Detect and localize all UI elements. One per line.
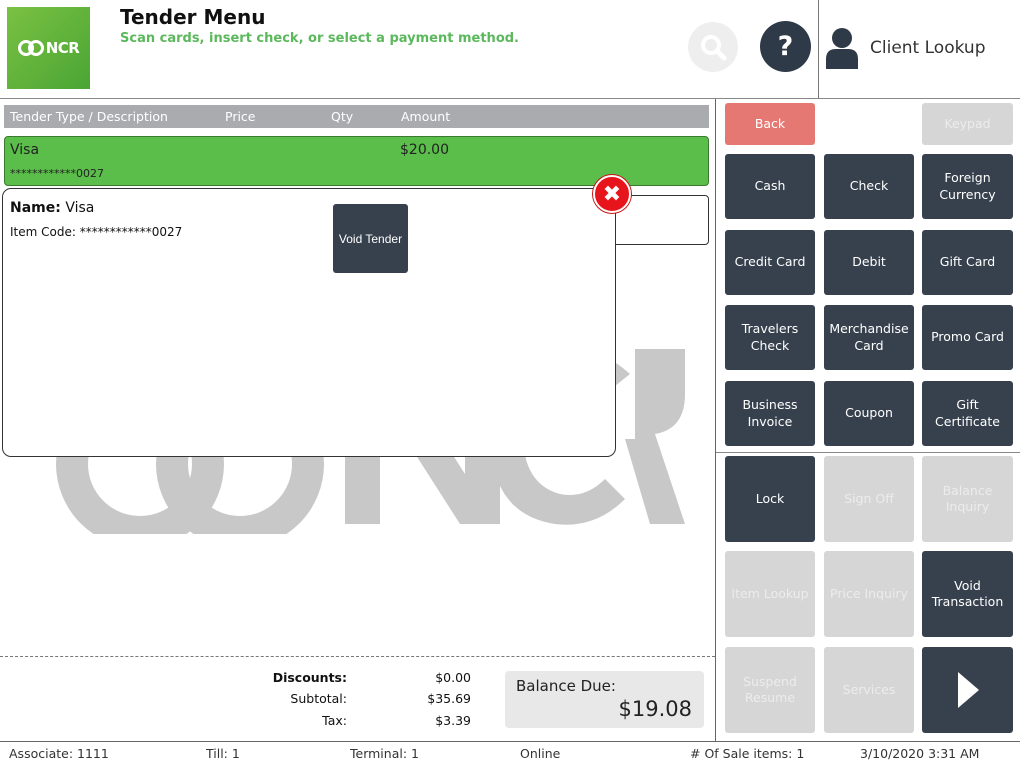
tender-detail-popup: Name: Visa Item Code: ************0027 V…	[2, 188, 616, 457]
search-button[interactable]	[688, 22, 738, 72]
tender-table-header: Tender Type / Description Price Qty Amou…	[4, 105, 709, 128]
help-button[interactable]: ?	[760, 21, 811, 72]
debit-button[interactable]: Debit	[824, 230, 914, 295]
subtotal-value: $35.69	[427, 691, 471, 706]
popup-name-label: Name:	[10, 200, 61, 216]
page-subtitle: Scan cards, insert check, or select a pa…	[120, 31, 519, 46]
balance-due-box: Balance Due: $19.08	[505, 671, 704, 728]
promo-card-button[interactable]: Promo Card	[922, 305, 1013, 370]
check-button[interactable]: Check	[824, 154, 914, 219]
tax-value: $3.39	[435, 713, 471, 728]
tax-label: Tax:	[322, 713, 347, 728]
credit-card-button[interactable]: Credit Card	[725, 230, 815, 295]
popup-code-line: Item Code: ************0027	[10, 225, 182, 239]
back-button[interactable]: Back	[725, 103, 815, 145]
popup-name-value: Visa	[65, 200, 95, 216]
void-transaction-button[interactable]: Void Transaction	[922, 551, 1013, 637]
close-popup-button[interactable]: ✖	[593, 175, 631, 213]
logo-text: NCR	[45, 39, 80, 57]
column-header-amount: Amount	[401, 109, 451, 124]
void-tender-button[interactable]: Void Tender	[333, 204, 408, 273]
gift-card-button[interactable]: Gift Card	[922, 230, 1013, 295]
popup-code-value: ************0027	[79, 225, 183, 239]
merchandise-card-button[interactable]: Merchandise Card	[824, 305, 914, 370]
associate-status: Associate: 1111	[9, 746, 109, 761]
column-header-price: Price	[225, 109, 256, 124]
tender-list-area: Tender Type / Description Price Qty Amou…	[0, 99, 715, 656]
discounts-value: $0.00	[435, 670, 471, 685]
tender-row-amount: $20.00	[400, 142, 449, 158]
panel-divider	[716, 452, 1020, 453]
client-lookup-label: Client Lookup	[870, 38, 986, 58]
lock-button[interactable]: Lock	[725, 456, 815, 542]
page-title: Tender Menu	[120, 5, 266, 29]
question-mark-icon: ?	[777, 31, 794, 62]
sale-items-status: # Of Sale items: 1	[690, 746, 805, 761]
discounts-label: Discounts:	[272, 670, 347, 685]
popup-code-label: Item Code:	[10, 225, 76, 239]
totals-panel: Discounts: $0.00 Subtotal: $35.69 Tax: $…	[0, 656, 715, 741]
search-icon	[701, 35, 727, 61]
column-header-qty: Qty	[331, 109, 354, 124]
tender-button-panel: Back Keypad Cash Check Foreign Currency …	[715, 99, 1020, 741]
ncr-rings-icon	[17, 40, 44, 56]
header-divider	[818, 0, 819, 98]
balance-due-value: $19.08	[618, 697, 692, 721]
tender-row-visa[interactable]: Visa ************0027 $20.00	[4, 136, 709, 186]
subtotal-label: Subtotal:	[290, 691, 347, 706]
datetime-status: 3/10/2020 3:31 AM	[860, 746, 980, 761]
close-icon: ✖	[602, 181, 622, 207]
gift-certificate-button[interactable]: Gift Certificate	[922, 381, 1013, 446]
online-status: Online	[520, 746, 561, 761]
user-icon	[826, 28, 858, 69]
business-invoice-button[interactable]: Business Invoice	[725, 381, 815, 446]
balance-due-label: Balance Due:	[516, 677, 616, 695]
coupon-button[interactable]: Coupon	[824, 381, 914, 446]
tender-row-code: ************0027	[10, 167, 104, 180]
arrow-right-icon	[957, 672, 979, 708]
status-bar: Associate: 1111 Till: 1 Terminal: 1 Onli…	[0, 741, 1020, 764]
popup-name-line: Name: Visa	[10, 200, 94, 216]
ncr-logo: NCR	[7, 7, 90, 89]
terminal-status: Terminal: 1	[350, 746, 419, 761]
price-inquiry-button[interactable]: Price Inquiry	[824, 551, 914, 637]
client-lookup-button[interactable]: Client Lookup	[824, 26, 985, 70]
suspend-resume-button[interactable]: Suspend Resume	[725, 647, 815, 733]
till-status: Till: 1	[206, 746, 240, 761]
cash-button[interactable]: Cash	[725, 154, 815, 219]
balance-inquiry-button[interactable]: Balance Inquiry	[922, 456, 1013, 542]
travelers-check-button[interactable]: Travelers Check	[725, 305, 815, 370]
header: NCR Tender Menu Scan cards, insert check…	[0, 0, 1020, 99]
tender-row-description: Visa	[10, 142, 40, 158]
foreign-currency-button[interactable]: Foreign Currency	[922, 154, 1013, 219]
column-header-description: Tender Type / Description	[10, 109, 168, 124]
sign-off-button[interactable]: Sign Off	[824, 456, 914, 542]
keypad-button[interactable]: Keypad	[922, 103, 1013, 145]
item-lookup-button[interactable]: Item Lookup	[725, 551, 815, 637]
services-button[interactable]: Services	[824, 647, 914, 733]
next-page-button[interactable]	[922, 647, 1013, 733]
